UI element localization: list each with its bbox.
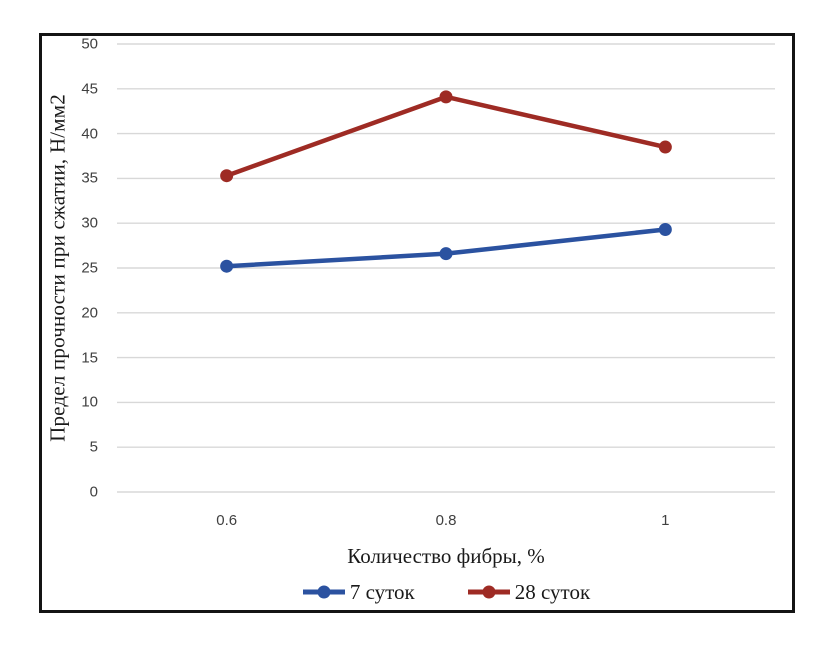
chart-figure: Предел прочности при сжатии, Н/мм2 0 5 10 1… <box>39 33 795 613</box>
y-tick-label: 30 <box>81 214 98 232</box>
y-tick-label: 5 <box>89 438 98 456</box>
legend-label: 28 суток <box>514 579 591 604</box>
y-tick-label: 40 <box>81 125 98 143</box>
x-tick-label: 0.6 <box>216 512 238 529</box>
data-point <box>439 247 453 261</box>
legend-marker-icon <box>467 585 510 599</box>
data-point <box>658 222 672 236</box>
legend-label: 7 суток <box>349 579 415 604</box>
y-tick-label: 0 <box>89 483 98 501</box>
y-tick-label: 50 <box>81 35 98 53</box>
x-tick-label: 1 <box>661 512 670 529</box>
data-point <box>220 259 234 273</box>
y-tick-label: 35 <box>81 169 98 187</box>
legend-item: 28 суток <box>467 580 590 605</box>
y-tick-label: 45 <box>81 80 98 98</box>
legend: 7 суток 28 суток <box>117 578 775 606</box>
legend-marker-icon <box>302 585 345 599</box>
data-point <box>220 169 234 183</box>
y-tick-label: 15 <box>81 349 98 367</box>
y-tick-label: 20 <box>81 304 98 322</box>
series-line-28-суток <box>224 94 668 178</box>
y-tick-label: 25 <box>81 259 98 277</box>
y-tick-label: 10 <box>81 393 98 411</box>
data-point <box>439 90 453 104</box>
plot-area <box>117 43 775 493</box>
x-tick-label: 0.8 <box>435 512 457 529</box>
legend-item: 7 суток <box>302 580 415 605</box>
x-axis-title: Количество фибры, % <box>347 544 545 568</box>
data-point <box>658 140 672 154</box>
